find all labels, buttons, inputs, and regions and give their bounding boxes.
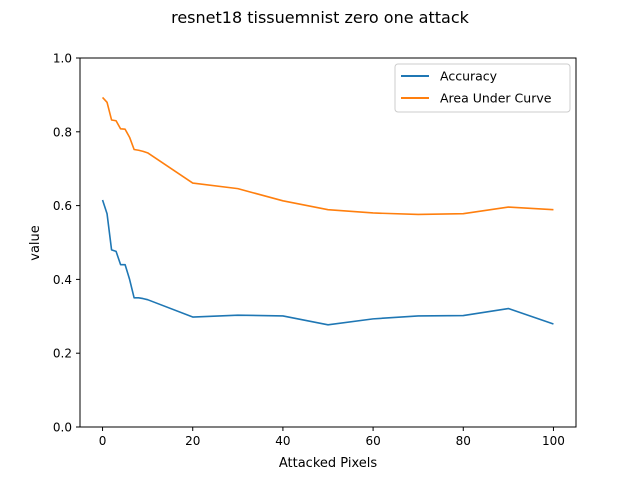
x-tick-label: 60 (365, 434, 380, 448)
legend-label-accuracy: Accuracy (440, 69, 498, 84)
chart-title: resnet18 tissuemnist zero one attack (171, 8, 470, 27)
plot-area-frame (79, 57, 577, 428)
series-layer (101, 96, 554, 326)
legend-box (394, 63, 571, 113)
x-tick-label: 100 (542, 434, 565, 448)
y-tick-label: 0.2 (53, 347, 72, 361)
series-line-accuracy (101, 199, 554, 326)
y-tick-label: 0.4 (53, 273, 72, 287)
x-tick-label: 80 (456, 434, 471, 448)
y-tick-label: 1.0 (53, 52, 72, 66)
x-tick-label: 0 (99, 434, 107, 448)
legend: Accuracy Area Under Curve (394, 63, 571, 113)
y-tick-label: 0.6 (53, 199, 72, 213)
legend-label-area-under-curve: Area Under Curve (440, 91, 552, 106)
ticks-layer: 0 20 40 60 80 100 0.0 0.2 0.4 0.6 0.8 1.0 (53, 52, 565, 449)
x-axis-label: Attacked Pixels (279, 456, 377, 471)
y-tick-label: 0.8 (53, 125, 72, 139)
x-tick-label: 20 (185, 434, 200, 448)
series-line-area-under-curve (101, 96, 554, 216)
y-axis-label: value (28, 225, 43, 261)
x-tick-label: 40 (275, 434, 290, 448)
y-tick-label: 0.0 (53, 421, 72, 435)
